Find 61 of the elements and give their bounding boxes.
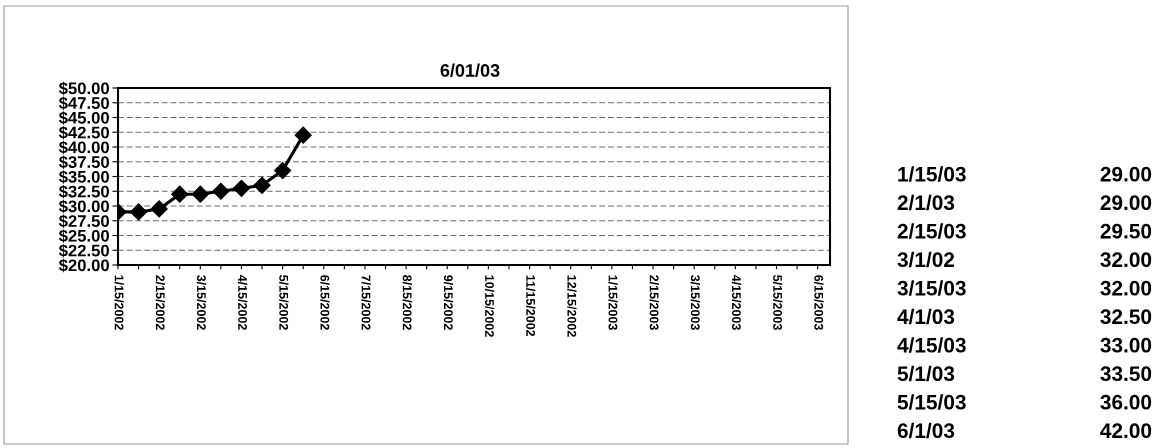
x-tick-label: 3/15/2003	[690, 275, 701, 330]
y-tick-label: $30.00	[58, 199, 109, 214]
text: 29.00	[1100, 166, 1152, 182]
x-tick-label: 6/15/2003	[814, 275, 824, 330]
text: 32.00	[1100, 280, 1152, 296]
text: 2/1/03	[897, 194, 955, 211]
text: 29.00	[1100, 195, 1152, 211]
text: 4/1/03	[897, 308, 955, 325]
text: 32.00	[1100, 252, 1152, 268]
point	[130, 203, 148, 221]
text: 32.50	[1100, 309, 1152, 325]
y-tick-label: $50.00	[58, 81, 109, 96]
x-tick-label: 8/15/2002	[402, 275, 412, 330]
x-tick-label: 7/15/2002	[361, 275, 371, 330]
x-tick-label: 4/15/2002	[237, 274, 248, 330]
text: 33.50	[1100, 366, 1152, 382]
point	[171, 185, 189, 203]
point	[294, 126, 312, 144]
x-tick-label: 3/15/2002	[196, 275, 207, 330]
text: 3/1/02	[897, 251, 955, 268]
x-tick-label: 11/15/2002	[526, 275, 536, 337]
x-tick-label: 1/15/2003	[608, 275, 618, 330]
chart-title: 6/01/03	[440, 63, 500, 78]
x-tick-label: 12/15/2002	[567, 275, 577, 337]
x-tick-label: 10/15/2002	[484, 275, 495, 337]
x-tick-label: 5/15/2002	[279, 275, 289, 330]
text: 42.00	[1100, 423, 1152, 439]
y-tick-label: $22.50	[58, 243, 109, 258]
x-tick-label: 2/15/2003	[649, 275, 659, 330]
y-tick-label: $27.50	[58, 214, 109, 229]
text: 29.50	[1100, 223, 1152, 239]
x-tick-label: 4/15/2003	[731, 274, 742, 330]
text: 6/1/03	[897, 422, 955, 439]
y-tick-label: $20.00	[58, 258, 109, 273]
text: 3/15/03	[897, 280, 966, 296]
point	[191, 185, 209, 203]
y-tick-label: $32.50	[58, 184, 109, 199]
x-tick-label: 6/15/2002	[320, 275, 330, 330]
y-tick-label: $45.00	[58, 111, 109, 125]
text: 5/1/03	[897, 365, 955, 382]
text: 1/15/03	[898, 166, 966, 182]
y-tick-label: $42.50	[58, 125, 109, 140]
y-tick-label: $35.00	[58, 170, 109, 184]
text: 4/15/03	[897, 337, 966, 353]
text: 33.00	[1100, 337, 1152, 353]
point	[232, 179, 251, 197]
point	[253, 176, 271, 194]
y-tick-label: $37.50	[58, 155, 109, 170]
text: 5/15/03	[897, 394, 966, 410]
text: 2/15/03	[897, 223, 966, 239]
text: 36.00	[1100, 394, 1152, 410]
x-tick-label: 5/15/2003	[773, 275, 783, 330]
y-tick-label: $25.00	[58, 229, 109, 243]
x-tick-label: 2/15/2002	[155, 275, 165, 330]
point	[274, 162, 292, 180]
point	[150, 200, 168, 218]
x-tick-label: 9/15/2002	[443, 275, 454, 330]
point	[212, 182, 230, 200]
y-tick-label: $47.50	[58, 96, 109, 111]
y-tick-label: $40.00	[58, 140, 109, 155]
x-tick-label: 1/15/2002	[114, 275, 124, 330]
